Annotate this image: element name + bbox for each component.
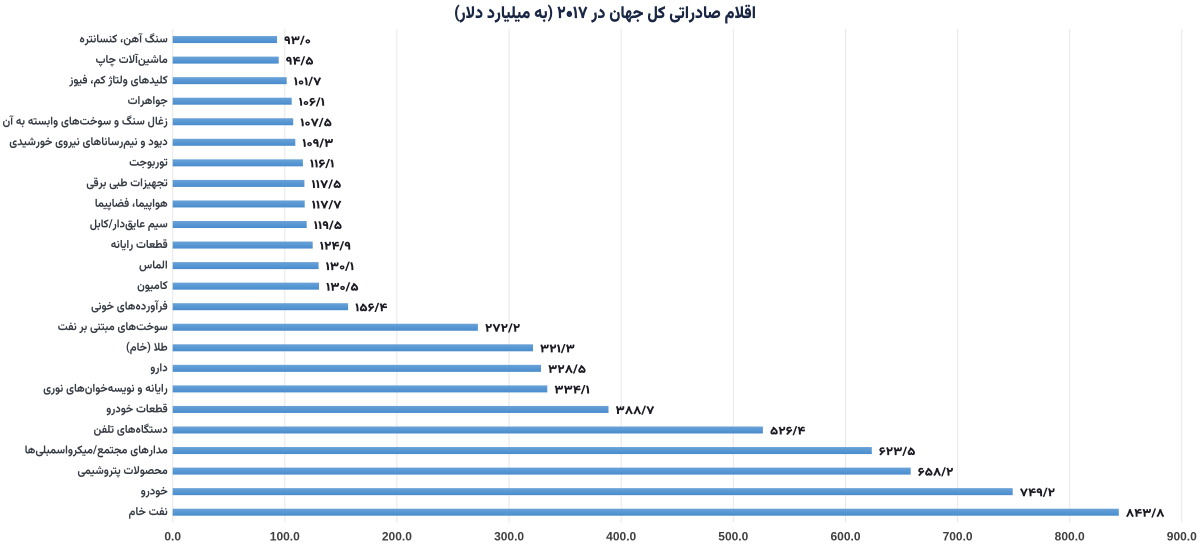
svg-text:500.0: 500.0 (718, 530, 748, 544)
svg-text:800.0: 800.0 (1055, 530, 1085, 544)
svg-text:900.0: 900.0 (1167, 530, 1197, 544)
svg-text:700.0: 700.0 (943, 530, 973, 544)
svg-text:600.0: 600.0 (830, 530, 860, 544)
svg-text:0.0: 0.0 (164, 530, 181, 544)
svg-text:200.0: 200.0 (382, 530, 412, 544)
svg-text:100.0: 100.0 (270, 530, 300, 544)
svg-text:400.0: 400.0 (606, 530, 636, 544)
svg-text:300.0: 300.0 (494, 530, 524, 544)
